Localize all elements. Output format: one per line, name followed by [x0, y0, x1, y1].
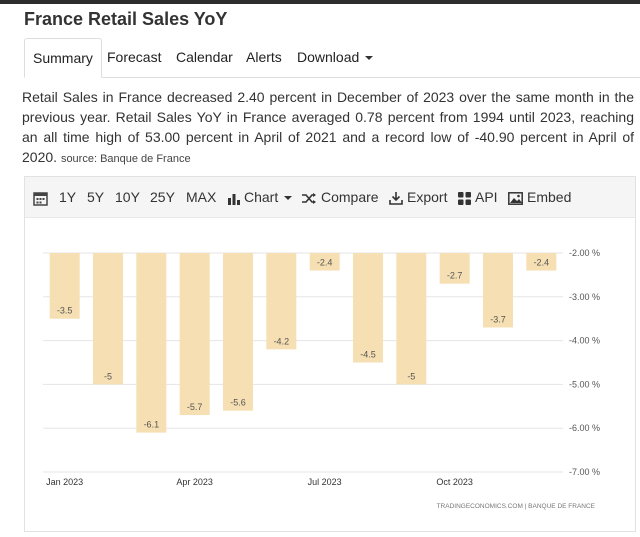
- y-tick-label: -4.00 %: [569, 336, 600, 346]
- caret-down-icon: [365, 56, 374, 61]
- data-label: -6.1: [144, 420, 160, 430]
- caret-down-icon: [284, 196, 293, 201]
- bar-chart-icon: [228, 193, 240, 205]
- data-label: -5.6: [230, 398, 246, 408]
- chart-data-labels: -3.5 -5 -6.1 -5.7 -5.6 -4.2 -2.4 -4.5 -5 -2.7 -3.7…: [57, 258, 549, 430]
- bar: [353, 253, 383, 363]
- tab-calendar[interactable]: Calendar: [176, 49, 233, 65]
- x-tick-label: Jan 2023: [46, 477, 83, 487]
- chart-panel: 1Y 5Y 10Y 25Y MAX Chart Compare Export A…: [24, 176, 636, 532]
- calendar-icon[interactable]: [33, 177, 52, 217]
- top-bar: [0, 0, 640, 4]
- chart-y-axis: -2.00 % -3.00 % -4.00 % -5.00 % -6.00 % -7.00…: [569, 248, 600, 477]
- bar: [396, 253, 427, 385]
- chart-type-label: Chart: [244, 189, 279, 205]
- compare-label: Compare: [321, 189, 379, 205]
- tab-download[interactable]: Download: [297, 38, 374, 76]
- chart-grid: [43, 252, 563, 473]
- data-label: -4.2: [274, 336, 290, 346]
- x-tick-label: Oct 2023: [436, 477, 473, 487]
- bar: [266, 253, 297, 350]
- data-label: -2.7: [447, 271, 463, 281]
- range-25y[interactable]: 25Y: [150, 189, 175, 205]
- tab-summary[interactable]: Summary: [24, 38, 102, 78]
- api-label: API: [475, 189, 498, 205]
- bar: [179, 253, 210, 416]
- y-tick-label: -2.00 %: [569, 248, 600, 258]
- bar: [136, 253, 167, 433]
- compare-button[interactable]: Compare: [301, 177, 379, 217]
- image-icon: [508, 191, 523, 205]
- bar: [93, 253, 123, 385]
- data-label: -2.4: [317, 258, 333, 268]
- chart-toolbar: 1Y 5Y 10Y 25Y MAX Chart Compare Export A…: [25, 177, 635, 218]
- bar: [49, 253, 80, 319]
- y-tick-label: -3.00 %: [569, 292, 600, 302]
- tab-alerts[interactable]: Alerts: [246, 49, 282, 65]
- data-label: -5: [104, 371, 112, 381]
- source-note: source: Banque de France: [60, 153, 191, 165]
- y-tick-label: -7.00 %: [569, 467, 600, 477]
- download-icon: [389, 192, 403, 206]
- x-tick-label: Apr 2023: [176, 477, 213, 487]
- range-10y[interactable]: 10Y: [115, 189, 140, 205]
- shuffle-icon: [302, 192, 316, 204]
- description: Retail Sales in France decreased 2.40 pe…: [22, 87, 634, 169]
- data-label: -3.5: [57, 306, 73, 316]
- range-max[interactable]: MAX: [186, 189, 217, 205]
- y-tick-label: -5.00 %: [569, 379, 600, 389]
- data-label: -3.7: [490, 314, 506, 324]
- export-button[interactable]: Export: [389, 177, 447, 217]
- chart-bars: [49, 253, 557, 433]
- export-label: Export: [407, 189, 448, 205]
- bar: [483, 253, 513, 328]
- page-title: France Retail Sales YoY: [24, 9, 228, 29]
- chart-x-axis: Jan 2023 Apr 2023 Jul 2023 Oct 2023: [46, 477, 473, 487]
- range-5y[interactable]: 5Y: [87, 189, 105, 205]
- data-label: -5.7: [187, 402, 203, 412]
- bar-chart: -3.5 -5 -6.1 -5.7 -5.6 -4.2 -2.4 -4.5 -5 -2.7 -3.7…: [43, 248, 600, 510]
- bar: [526, 253, 557, 271]
- range-1y[interactable]: 1Y: [59, 189, 77, 205]
- embed-label: Embed: [527, 189, 572, 205]
- y-tick-label: -6.00 %: [569, 423, 600, 433]
- data-label: -2.4: [534, 258, 550, 268]
- description-text: Retail Sales in France decreased 2.40 pe…: [22, 89, 634, 165]
- chart-credit: TRADINGECONOMICS.COM | BANQUE DE FRANCE: [437, 503, 596, 510]
- data-label: -4.5: [360, 350, 376, 360]
- tab-forecast[interactable]: Forecast: [107, 49, 162, 65]
- grid-icon: [458, 191, 471, 205]
- bar: [223, 253, 253, 411]
- bar: [309, 253, 340, 271]
- data-label: -5: [407, 371, 415, 381]
- bar: [439, 253, 470, 284]
- api-button[interactable]: API: [458, 177, 498, 217]
- x-tick-label: Jul 2023: [308, 477, 342, 487]
- tab-bar: Summary Forecast Calendar Alerts Downloa…: [24, 38, 640, 78]
- tab-download-label: Download: [297, 49, 360, 65]
- chart-type-button[interactable]: Chart: [228, 177, 293, 217]
- embed-button[interactable]: Embed: [508, 177, 571, 217]
